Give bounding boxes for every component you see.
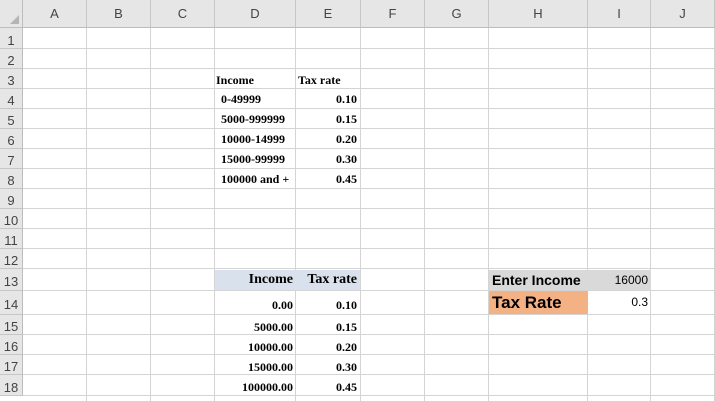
row-header-16[interactable]: 16 [0,335,23,355]
row-header-11[interactable]: 11 [0,229,23,249]
select-all-triangle-icon [10,15,19,24]
column-gridline [650,0,651,401]
row-gridline [0,68,715,69]
row-gridline [0,108,715,109]
table1-header-income[interactable]: Income [216,73,254,87]
column-gridline [360,0,361,401]
column-header-e[interactable]: E [296,0,361,28]
tax-rate-label[interactable]: Tax Rate [489,291,588,314]
table1-rate-cell[interactable]: 0.45 [336,172,357,186]
column-header-a[interactable]: A [23,0,87,28]
row-gridline [0,248,715,249]
table1-rate-cell[interactable]: 0.10 [336,92,357,106]
row-gridline [0,395,715,396]
column-header-b[interactable]: B [87,0,151,28]
table1-income-cell[interactable]: 15000-99999 [221,152,285,166]
table2-income-cell[interactable]: 5000.00 [254,320,293,334]
column-gridline [150,0,151,401]
column-header-i[interactable]: I [588,0,651,28]
row-header-17[interactable]: 17 [0,355,23,375]
column-header-c[interactable]: C [151,0,215,28]
row-gridline [0,88,715,89]
row-header-1[interactable]: 1 [0,28,23,49]
table2-rate-cell[interactable]: 0.15 [336,320,357,334]
table2-income-cell[interactable]: 10000.00 [248,340,293,354]
column-gridline [424,0,425,401]
row-gridline [0,314,715,315]
table2-income-cell[interactable]: 0.00 [272,298,293,312]
row-gridline [0,148,715,149]
row-gridline [0,268,715,269]
table1-rate-cell[interactable]: 0.30 [336,152,357,166]
column-header-d[interactable]: D [215,0,296,28]
enter-income-value[interactable]: 16000 [588,270,651,290]
row-gridline [0,374,715,375]
column-gridline [587,0,588,401]
row-header-8[interactable]: 8 [0,169,23,189]
table1-header-tax[interactable]: Tax rate [298,73,341,87]
table2-rate-cell[interactable]: 0.10 [336,298,357,312]
row-header-2[interactable]: 2 [0,49,23,69]
table2-header-income[interactable]: Income [215,270,296,290]
row-header-6[interactable]: 6 [0,129,23,149]
column-header-h[interactable]: H [489,0,588,28]
table2-rate-cell[interactable]: 0.45 [336,380,357,394]
table2-income-cell[interactable]: 100000.00 [242,380,293,394]
table1-income-cell[interactable]: 0-49999 [221,92,261,106]
table2-income-cell[interactable]: 15000.00 [248,360,293,374]
row-gridline [0,354,715,355]
tax-rate-value[interactable]: 0.3 [631,295,648,309]
column-header-f[interactable]: F [361,0,425,28]
row-gridline [0,128,715,129]
row-header-14[interactable]: 14 [0,291,23,315]
select-all-corner[interactable] [0,0,23,28]
row-gridline [0,290,715,291]
table2-rate-cell[interactable]: 0.30 [336,360,357,374]
column-gridline [488,0,489,401]
row-gridline [0,208,715,209]
column-header-g[interactable]: G [425,0,489,28]
row-header-7[interactable]: 7 [0,149,23,169]
column-header-j[interactable]: J [651,0,715,28]
table1-income-cell[interactable]: 5000-999999 [221,112,285,126]
table2-header-tax[interactable]: Tax rate [296,270,360,290]
row-header-12[interactable]: 12 [0,249,23,269]
column-gridline [86,0,87,401]
row-header-4[interactable]: 4 [0,89,23,109]
row-gridline [0,168,715,169]
row-gridline [0,48,715,49]
table1-rate-cell[interactable]: 0.20 [336,132,357,146]
table1-rate-cell[interactable]: 0.15 [336,112,357,126]
column-gridline [214,0,215,401]
row-header-15[interactable]: 15 [0,315,23,335]
row-header-3[interactable]: 3 [0,69,23,89]
table1-income-cell[interactable]: 10000-14999 [221,132,285,146]
row-header-5[interactable]: 5 [0,109,23,129]
row-header-10[interactable]: 10 [0,209,23,229]
table2-rate-cell[interactable]: 0.20 [336,340,357,354]
row-header-9[interactable]: 9 [0,189,23,209]
row-gridline [0,228,715,229]
row-header-18[interactable]: 18 [0,375,23,396]
table1-income-cell[interactable]: 100000 and + [221,172,290,186]
enter-income-label[interactable]: Enter Income [489,270,588,290]
row-gridline [0,334,715,335]
column-gridline [295,0,296,401]
row-header-13[interactable]: 13 [0,269,23,291]
row-gridline [0,188,715,189]
